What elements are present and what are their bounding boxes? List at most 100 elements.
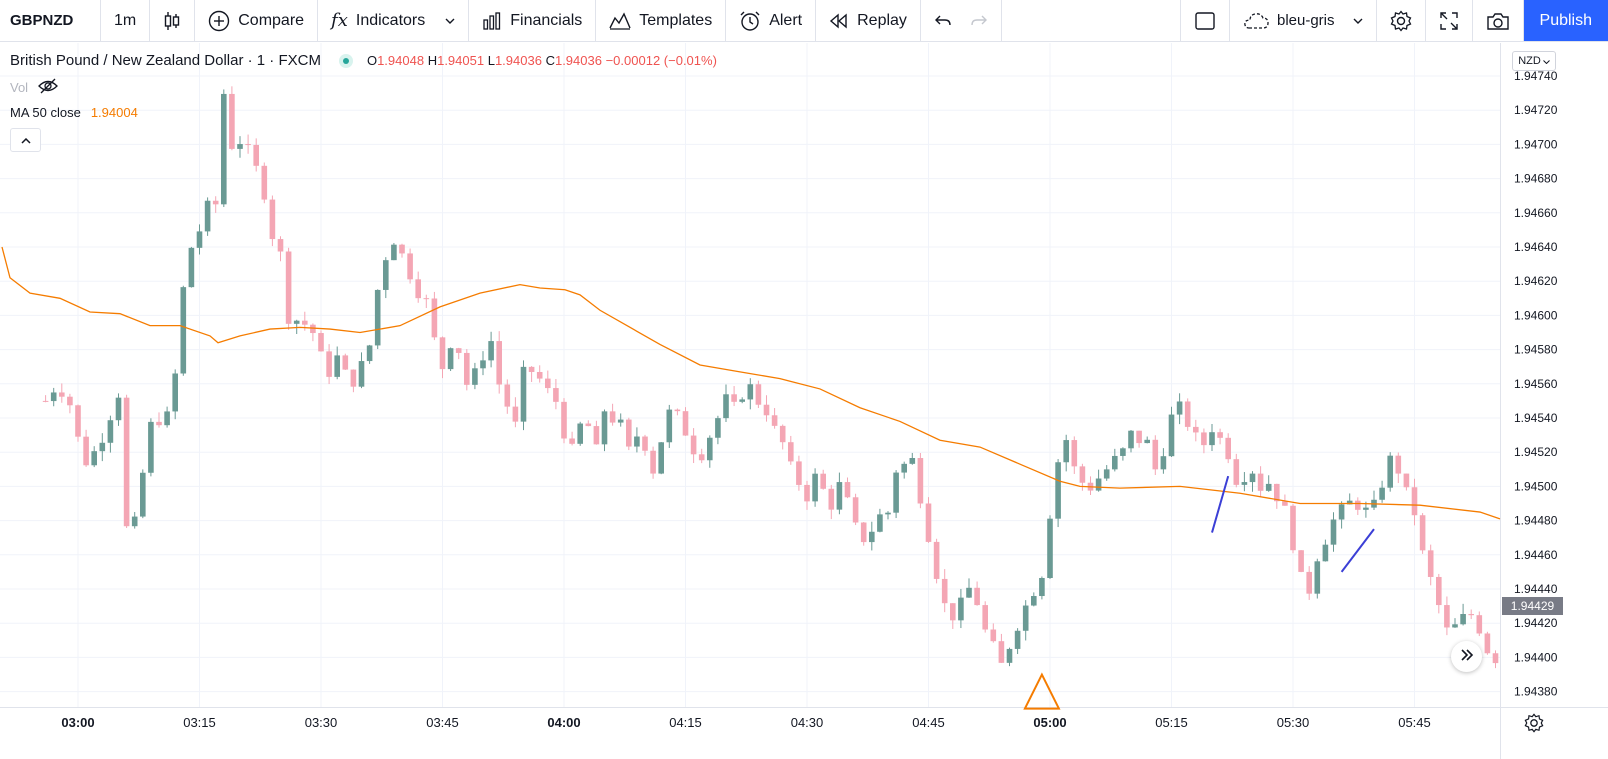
- chart-type-button[interactable]: [150, 0, 196, 41]
- price-tick-label: 1.94500: [1514, 479, 1558, 493]
- ma-value: 1.94004: [90, 105, 138, 120]
- snapshot-button[interactable]: [1473, 0, 1524, 41]
- symbol-search-button[interactable]: GBPNZD: [0, 0, 101, 41]
- time-tick-label: 05:45: [1398, 715, 1431, 730]
- financials-label: Financials: [510, 11, 583, 29]
- collapse-legend-button[interactable]: [10, 128, 41, 152]
- candle-down: [820, 473, 826, 489]
- rewind-icon: [829, 12, 849, 29]
- interval-button[interactable]: 1m: [101, 0, 151, 41]
- time-tick-label: 03:15: [183, 715, 216, 730]
- candle-down: [561, 401, 567, 439]
- price-tick-label: 1.94520: [1514, 445, 1558, 459]
- financials-button[interactable]: Financials: [469, 0, 597, 41]
- candle-down: [431, 298, 438, 338]
- candle-down: [1193, 426, 1199, 433]
- candle-down: [439, 337, 446, 370]
- fullscreen-mode-button[interactable]: [1181, 0, 1230, 41]
- candle-down: [261, 165, 268, 200]
- price-tick-label: 1.94660: [1514, 206, 1558, 220]
- candle-down: [1468, 614, 1474, 616]
- publish-button[interactable]: Publish: [1523, 0, 1608, 41]
- time-axis-settings-button[interactable]: [1524, 713, 1544, 738]
- candle-down: [763, 404, 770, 416]
- candle-up: [447, 348, 454, 370]
- candle-up: [739, 399, 745, 402]
- candle-up: [172, 373, 178, 412]
- candle-down: [512, 406, 519, 422]
- function-icon: fx: [331, 10, 348, 31]
- price-tick-label: 1.94480: [1514, 514, 1558, 528]
- redo-icon[interactable]: [970, 14, 988, 28]
- candle-down: [933, 541, 940, 579]
- candle-down: [585, 423, 592, 427]
- candle-down: [1274, 483, 1280, 502]
- candle-down: [1444, 605, 1450, 628]
- layout-button[interactable]: bleu-gris: [1230, 0, 1377, 41]
- price-tick-label: 1.94720: [1514, 103, 1558, 117]
- currency-selector[interactable]: NZD: [1512, 51, 1556, 71]
- time-tick-label: 05:15: [1155, 715, 1188, 730]
- candle-up: [1379, 487, 1385, 500]
- price-chart[interactable]: 1.94740 1.94720 1.94700 1.94680 1.94660 1.946…: [0, 43, 1608, 759]
- market-status-icon[interactable]: [338, 53, 353, 68]
- high-value: 1.94051: [437, 53, 485, 68]
- candle-down: [642, 436, 648, 451]
- undo-icon[interactable]: [934, 14, 952, 28]
- settings-button[interactable]: [1377, 0, 1426, 41]
- eye-off-icon[interactable]: [38, 78, 58, 97]
- candle-up: [1346, 500, 1353, 505]
- candle-down: [407, 253, 413, 280]
- candle-up: [221, 93, 227, 205]
- candle-up: [966, 587, 972, 598]
- candle-down: [464, 352, 470, 385]
- templates-button[interactable]: Templates: [596, 0, 727, 41]
- publish-label: Publish: [1539, 11, 1592, 29]
- candle-up: [1063, 440, 1069, 463]
- volume-legend: Vol: [10, 78, 58, 97]
- time-tick-label: 04:15: [669, 715, 702, 730]
- candle-down: [156, 421, 162, 426]
- candle-down: [941, 578, 948, 604]
- compare-button[interactable]: Compare: [195, 0, 319, 41]
- price-tick-label: 1.94580: [1514, 343, 1558, 357]
- indicators-button[interactable]: fx Indicators: [318, 0, 470, 41]
- candle-up: [893, 472, 899, 513]
- candle-down: [569, 438, 575, 444]
- alert-button[interactable]: Alert: [726, 0, 817, 41]
- candle-up: [1128, 430, 1134, 449]
- top-toolbar: GBPNZD 1m Compare fx Indicators Financia…: [0, 0, 1608, 42]
- price-tick-label: 1.94740: [1514, 69, 1558, 83]
- templates-label: Templates: [639, 11, 713, 29]
- candle-down: [253, 144, 259, 166]
- camera-icon: [1486, 11, 1510, 31]
- price-tick-label: 1.94400: [1514, 650, 1558, 664]
- replay-button[interactable]: Replay: [816, 0, 921, 41]
- fullscreen-button[interactable]: [1426, 0, 1473, 41]
- candle-up: [707, 437, 713, 461]
- candle-down: [342, 355, 349, 370]
- candle-up: [901, 463, 907, 473]
- candle-down: [998, 641, 1005, 663]
- price-tick-label: 1.94560: [1514, 377, 1558, 391]
- high-label: H: [427, 53, 438, 68]
- scroll-to-realtime-button[interactable]: [1451, 641, 1482, 672]
- candle-up: [577, 423, 583, 444]
- time-tick-label: 04:00: [547, 715, 580, 730]
- candle-down: [269, 199, 276, 240]
- candle-up: [1249, 473, 1256, 483]
- candle-down: [285, 251, 292, 324]
- candle-down: [545, 378, 551, 389]
- candle-up: [1112, 455, 1118, 470]
- candle-up: [869, 531, 875, 543]
- candle-up: [1014, 630, 1021, 649]
- candle-up: [1120, 448, 1126, 456]
- volume-label: Vol: [10, 80, 29, 95]
- ma-line: [1, 246, 1501, 520]
- candle-up: [715, 418, 721, 438]
- chevron-up-icon: [20, 131, 31, 149]
- candle-up: [836, 482, 843, 510]
- candle-down: [779, 425, 786, 443]
- ma-legend[interactable]: MA 50 close 1.94004: [10, 105, 138, 120]
- chevron-down-icon: [1353, 18, 1363, 24]
